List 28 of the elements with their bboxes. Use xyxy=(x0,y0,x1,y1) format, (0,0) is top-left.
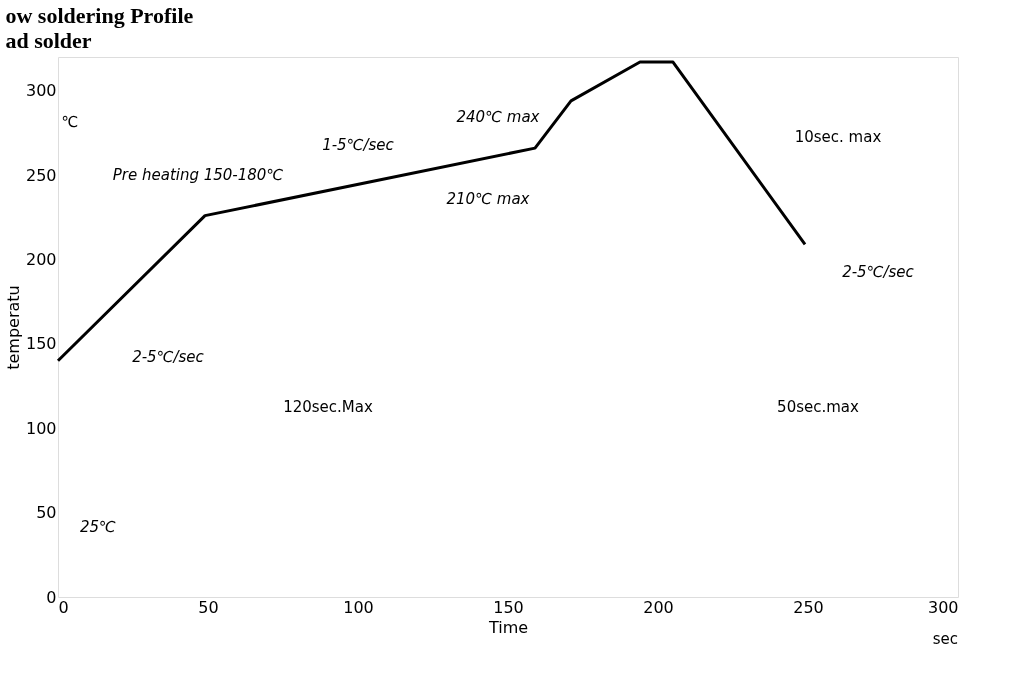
annotation: 210℃ max xyxy=(446,190,530,208)
annotation: 10sec. max xyxy=(794,128,882,146)
chart-title: ow soldering Profile xyxy=(5,3,194,28)
x-tick-label: 300 xyxy=(927,597,959,617)
x-tick-label: 50 xyxy=(198,597,219,617)
annotation: Pre heating 150-180℃ xyxy=(112,166,284,184)
annotation: 50sec.max xyxy=(777,398,860,416)
annotation: 120sec.Max xyxy=(283,398,373,416)
annotation: 25℃ xyxy=(80,518,117,536)
y-tick-label: 50 xyxy=(36,503,57,523)
y-tick-label: 300 xyxy=(25,81,57,101)
x-tick-label: 200 xyxy=(643,597,674,617)
y-tick-label: 200 xyxy=(25,250,57,269)
y-tick-label: 150 xyxy=(25,334,57,354)
y-tick-label: 100 xyxy=(25,418,57,438)
annotation: 240℃ max xyxy=(456,108,540,126)
y-tick-label: 250 xyxy=(25,165,57,185)
annotation: 2-5℃/sec xyxy=(842,263,915,281)
x-axis-title: Time xyxy=(487,617,529,637)
x-tick-label: 250 xyxy=(793,597,824,617)
x-tick-label: 100 xyxy=(343,597,374,617)
annotation: 1-5℃/sec xyxy=(322,136,395,154)
annotation: ℃ xyxy=(61,113,79,131)
annotation: 2-5℃/sec xyxy=(132,348,205,366)
x-tick-label: 150 xyxy=(493,597,524,617)
y-axis-title: temperatu xyxy=(3,285,23,370)
text: sec xyxy=(932,630,958,648)
chart-subtitle: ad solder xyxy=(5,28,92,53)
